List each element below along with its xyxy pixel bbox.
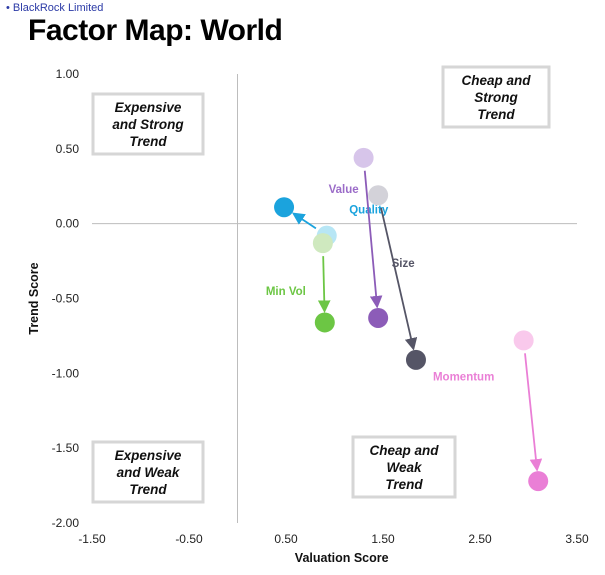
x-tick-label: 1.50 (371, 532, 395, 546)
y-axis-title: Trend Score (27, 262, 41, 334)
point-end-min-vol (314, 312, 335, 333)
quadrant-label-line: Trend (129, 482, 167, 497)
quadrant-label-line: Cheap and (461, 73, 531, 88)
series-label-size: Size (392, 258, 415, 270)
quadrant-label-line: and Strong (112, 117, 184, 132)
x-tick-label: 0.50 (274, 532, 298, 546)
quadrant-label-line: Cheap and (369, 443, 439, 458)
arrow-quality (291, 212, 317, 230)
quadrant-label-line: Expensive (115, 100, 182, 115)
quadrant-label-line: Trend (385, 477, 423, 492)
x-tick-label: -1.50 (78, 532, 106, 546)
quadrant-box (441, 65, 551, 129)
series-label-min-vol: Min Vol (266, 286, 306, 298)
x-tick-label: -0.50 (175, 532, 203, 546)
y-tick-label: 0.50 (56, 142, 80, 156)
quadrant-box (91, 440, 205, 504)
y-tick-label: -1.00 (52, 366, 80, 380)
y-tick-label: -2.00 (52, 516, 80, 530)
arrow-min-vol (317, 256, 331, 313)
y-tick-label: -0.50 (52, 292, 80, 306)
x-tick-label: 2.50 (468, 532, 492, 546)
quadrant-label-line: Trend (477, 107, 515, 122)
point-end-momentum (528, 471, 549, 492)
x-tick-label: 3.50 (565, 532, 589, 546)
point-start-value (353, 147, 374, 168)
arrow-size (380, 207, 418, 351)
series-label-value: Value (329, 184, 359, 196)
series-label-momentum: Momentum (433, 371, 494, 383)
quadrant-box (351, 435, 457, 499)
y-tick-label: 1.00 (56, 67, 80, 81)
y-tick-label: -1.50 (52, 441, 80, 455)
quadrant-label-line: Weak (386, 460, 423, 475)
quadrant-label-line: Strong (474, 90, 518, 105)
point-end-value (368, 307, 389, 328)
quadrant-label-line: Expensive (115, 448, 182, 463)
point-start-size (368, 185, 389, 206)
arrow-momentum (524, 353, 543, 472)
source-label: • BlackRock Limited (6, 2, 104, 14)
chart-title: Factor Map: World (28, 14, 283, 47)
y-tick-label: 0.00 (56, 217, 80, 231)
quadrant-box (91, 92, 205, 156)
arrow-value (363, 170, 383, 309)
quadrant-label-line: Trend (129, 134, 167, 149)
quadrant-label-line: and Weak (117, 465, 181, 480)
x-axis-title: Valuation Score (295, 551, 389, 565)
source-label-text: BlackRock Limited (12, 2, 104, 14)
point-start-momentum (513, 330, 534, 351)
point-end-quality (274, 197, 295, 218)
point-start-min-vol (312, 233, 333, 254)
point-end-size (405, 349, 426, 370)
